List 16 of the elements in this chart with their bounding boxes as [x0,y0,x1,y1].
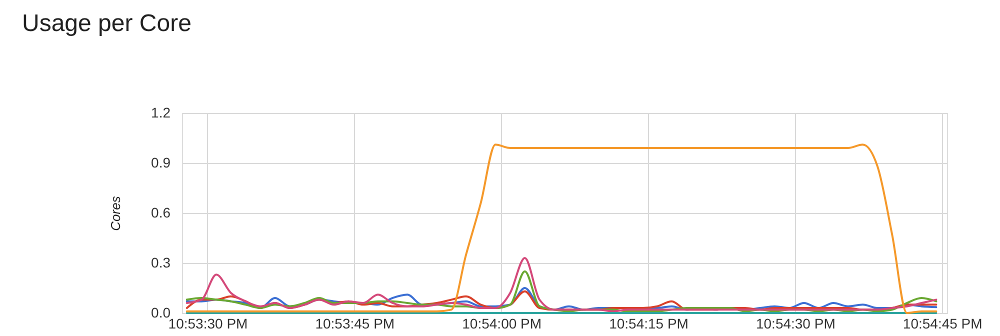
y-axis-title: Cores [108,196,124,231]
y-tick-label: 0.0 [151,304,171,320]
line-series [186,257,938,312]
line-series [186,144,938,314]
x-tick-label: 10:53:45 PM [315,316,395,332]
x-tick-label: 10:53:30 PM [168,316,248,332]
y-tick-label: 0.6 [151,204,171,220]
y-tick-label: 0.9 [151,154,171,170]
x-tick-label: 10:54:00 PM [462,316,542,332]
y-tick-label: 1.2 [151,104,171,120]
y-tick-label: 0.3 [151,254,171,270]
x-tick-label: 10:54:15 PM [609,316,688,332]
chart-title: Usage per Core [22,10,192,37]
x-tick-label: 10:54:45 PM [902,316,982,332]
line-series [186,270,938,312]
x-tick-label: 10:54:30 PM [756,316,836,332]
